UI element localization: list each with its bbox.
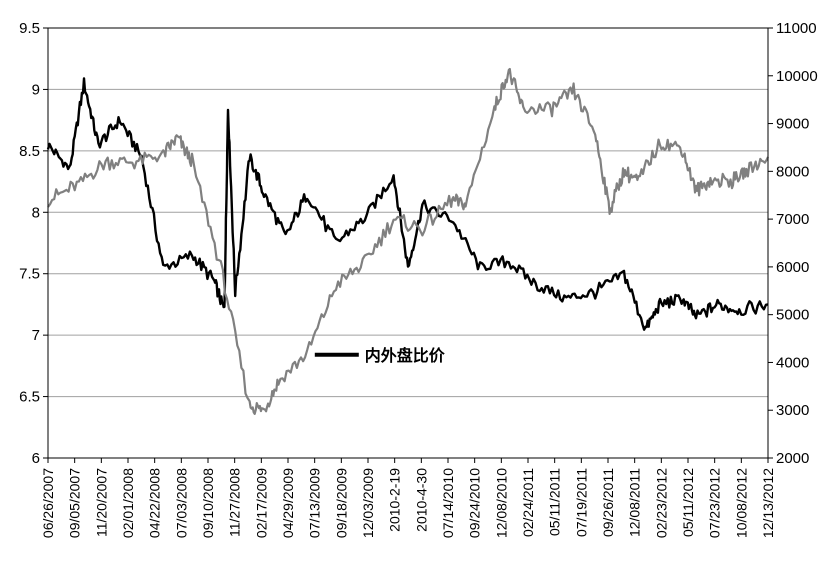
left-tick-label: 7: [32, 327, 40, 344]
x-tick-label: 2010-2-19: [387, 468, 403, 532]
legend-label: 内外盘比价: [365, 346, 446, 365]
x-tick-label: 07/19/2011: [573, 468, 589, 537]
x-tick-label: 12/08/2010: [493, 468, 509, 538]
left-tick-label: 8.5: [19, 143, 40, 160]
x-tick-label: 07/03/2008: [173, 468, 189, 538]
x-tick-label: 05/11/2012: [680, 468, 696, 537]
left-tick-label: 8: [32, 204, 40, 221]
x-tick-label: 02/17/2009: [253, 468, 269, 538]
x-tick-label: 11/27/2008: [227, 468, 243, 537]
x-tick-label: 05/11/2011: [547, 468, 563, 536]
x-tick-label: 04/29/2009: [280, 468, 296, 538]
line-chart: 6 6.5 7 7.5 8 8.5 9 9.5 2000 3000 4000 5000 6000 7000…: [0, 0, 823, 588]
right-tick-label: 8000: [776, 163, 809, 180]
right-tick-label: 4000: [776, 354, 809, 371]
x-tick-label: 12/03/2009: [360, 468, 376, 538]
x-tick-label: 09/05/2007: [67, 468, 83, 538]
x-tick-label: 02/23/2012: [653, 468, 669, 538]
right-tick-label: 9000: [776, 116, 809, 133]
x-tick-label: 09/10/2008: [200, 468, 216, 538]
right-tick-label: 7000: [776, 211, 809, 228]
x-tick-label: 12/08/2011: [627, 468, 643, 537]
x-tick-label: 2010-4-30: [413, 468, 429, 532]
x-tick-label: 12/13/2012: [760, 468, 776, 538]
x-tick-label: 02/24/2011: [520, 468, 536, 537]
chart-container: 6 6.5 7 7.5 8 8.5 9 9.5 2000 3000 4000 5000 6000 7000…: [0, 0, 823, 588]
x-tick-label: 02/01/2008: [120, 468, 136, 538]
x-tick-label: 09/26/2011: [600, 468, 616, 537]
left-tick-label: 6.5: [19, 389, 40, 406]
right-tick-label: 6000: [776, 259, 809, 276]
x-tick-label: 07/23/2012: [707, 468, 723, 538]
x-tick-label: 07/14/2010: [440, 468, 456, 538]
right-tick-label: 2000: [776, 450, 809, 467]
left-tick-label: 6: [32, 450, 40, 467]
x-tick-label: 07/13/2009: [307, 468, 323, 538]
x-tick-label: 06/26/2007: [40, 468, 56, 538]
right-tick-label: 11000: [776, 20, 817, 37]
right-tick-label: 3000: [776, 402, 809, 419]
left-tick-label: 7.5: [19, 266, 40, 283]
x-tick-label: 11/20/2007: [93, 468, 109, 537]
x-tick-label: 09/24/2010: [467, 468, 483, 538]
x-tick-label: 10/08/2012: [733, 468, 749, 538]
right-tick-label: 5000: [776, 307, 809, 324]
x-tick-label: 09/18/2009: [333, 468, 349, 538]
left-tick-label: 9.5: [19, 20, 40, 37]
right-tick-label: 10000: [776, 68, 818, 85]
x-tick-label: 04/22/2008: [147, 468, 163, 538]
left-tick-label: 9: [32, 81, 40, 98]
